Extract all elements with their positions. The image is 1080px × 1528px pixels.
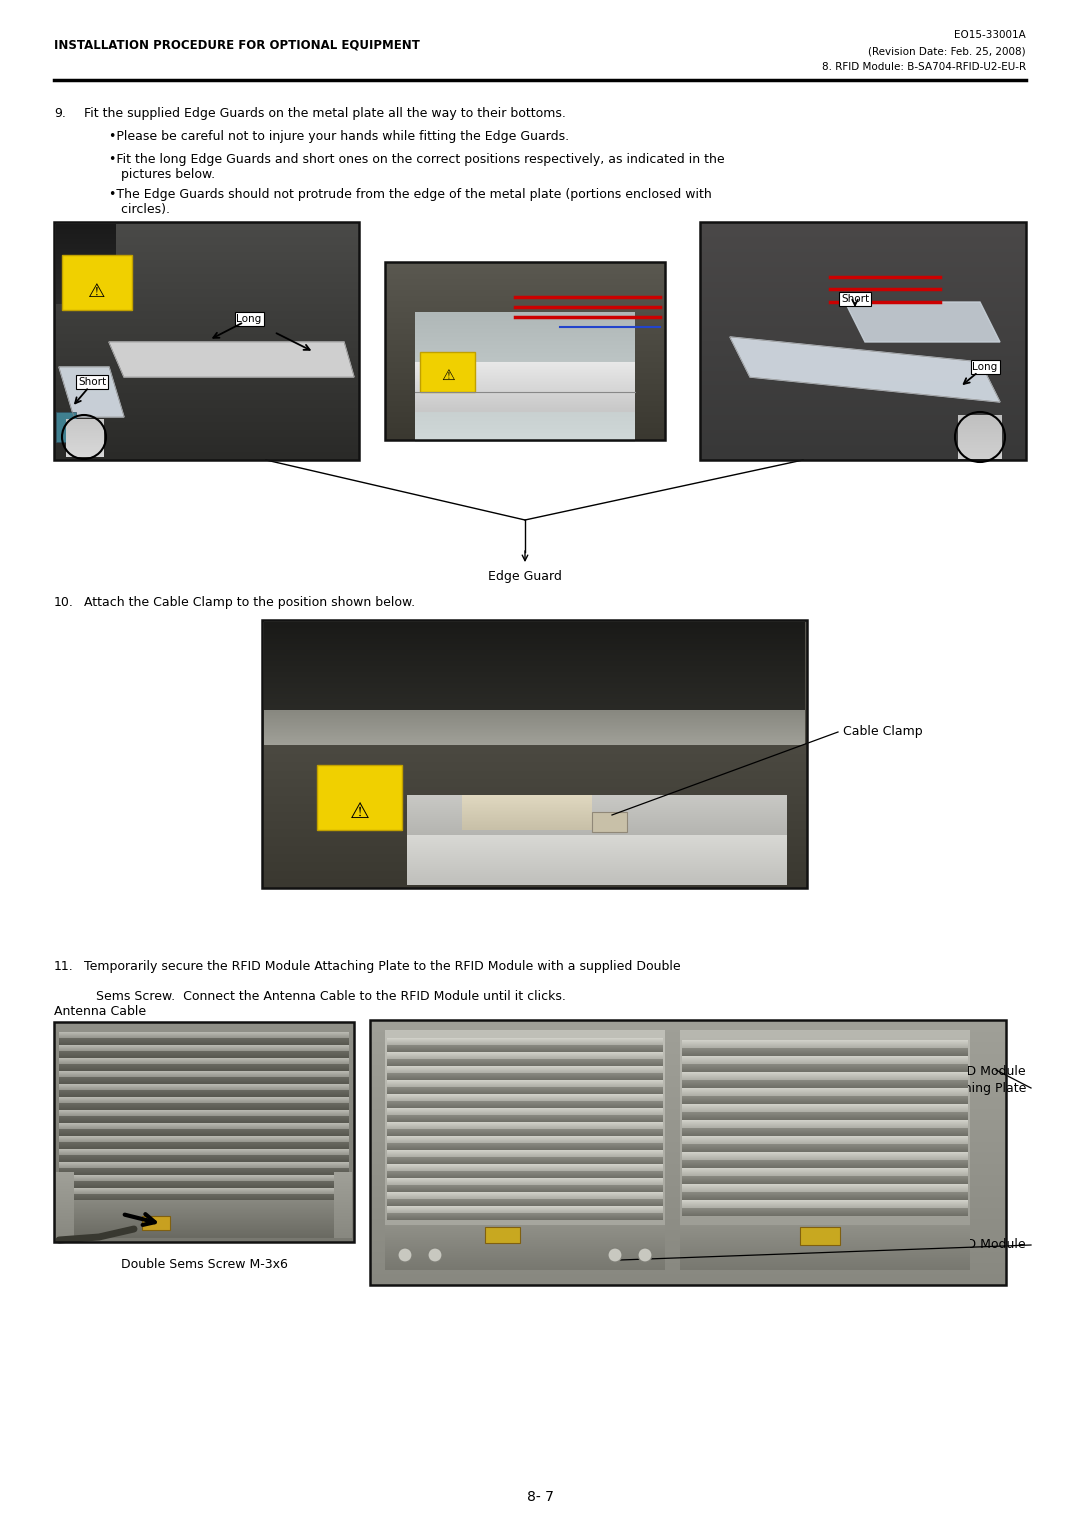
- Text: Long: Long: [237, 313, 261, 324]
- Text: Double Sems Screw M-3x6: Double Sems Screw M-3x6: [121, 1258, 287, 1271]
- Text: RFID Module: RFID Module: [947, 1239, 1026, 1251]
- Polygon shape: [59, 367, 124, 417]
- Polygon shape: [109, 342, 354, 377]
- Text: Antenna Cable: Antenna Cable: [54, 1005, 146, 1018]
- Bar: [141, 1216, 170, 1230]
- Text: 11.: 11.: [54, 960, 73, 973]
- Polygon shape: [845, 303, 1000, 342]
- Text: Long: Long: [972, 362, 998, 371]
- Bar: [420, 351, 475, 393]
- Text: ⚠: ⚠: [89, 283, 106, 301]
- Bar: [54, 1022, 354, 1242]
- Text: (Revision Date: Feb. 25, 2008): (Revision Date: Feb. 25, 2008): [868, 46, 1026, 57]
- Text: pictures below.: pictures below.: [109, 168, 215, 180]
- Bar: [384, 261, 665, 440]
- Text: 8. RFID Module: B-SA704-RFID-U2-EU-R: 8. RFID Module: B-SA704-RFID-U2-EU-R: [822, 63, 1026, 72]
- Text: Short: Short: [78, 377, 106, 387]
- Bar: [56, 413, 76, 442]
- Text: Edge Guard: Edge Guard: [488, 570, 562, 584]
- Text: 8- 7: 8- 7: [527, 1490, 553, 1504]
- Bar: [318, 766, 402, 830]
- Bar: [592, 811, 627, 833]
- Text: 10.: 10.: [54, 596, 73, 610]
- Bar: [800, 1227, 840, 1245]
- Text: Fit the supplied Edge Guards on the metal plate all the way to their bottoms.: Fit the supplied Edge Guards on the meta…: [84, 107, 566, 121]
- Text: RFID Module
Attaching Plate: RFID Module Attaching Plate: [931, 1065, 1026, 1096]
- Bar: [54, 222, 359, 460]
- Bar: [700, 222, 1026, 460]
- Text: circles).: circles).: [109, 203, 170, 215]
- Text: ⚠: ⚠: [442, 368, 455, 384]
- Circle shape: [638, 1248, 652, 1262]
- Text: •The Edge Guards should not protrude from the edge of the metal plate (portions : •The Edge Guards should not protrude fro…: [109, 188, 712, 202]
- Text: Sems Screw.  Connect the Antenna Cable to the RFID Module until it clicks.: Sems Screw. Connect the Antenna Cable to…: [84, 990, 566, 1002]
- Text: INSTALLATION PROCEDURE FOR OPTIONAL EQUIPMENT: INSTALLATION PROCEDURE FOR OPTIONAL EQUI…: [54, 38, 420, 50]
- Bar: [485, 1227, 519, 1242]
- Circle shape: [428, 1248, 442, 1262]
- Text: •Fit the long Edge Guards and short ones on the correct positions respectively, : •Fit the long Edge Guards and short ones…: [109, 153, 725, 167]
- Text: Cable Clamp: Cable Clamp: [843, 726, 922, 738]
- Polygon shape: [730, 338, 1000, 402]
- Bar: [262, 620, 807, 888]
- Bar: [370, 1021, 1005, 1285]
- Text: EO15-33001A: EO15-33001A: [955, 31, 1026, 40]
- Circle shape: [608, 1248, 622, 1262]
- Text: ⚠: ⚠: [350, 802, 370, 822]
- Text: Attach the Cable Clamp to the position shown below.: Attach the Cable Clamp to the position s…: [84, 596, 415, 610]
- Text: •Please be careful not to injure your hands while fitting the Edge Guards.: •Please be careful not to injure your ha…: [109, 130, 569, 144]
- Bar: [62, 255, 132, 310]
- Text: Short: Short: [841, 293, 869, 304]
- Circle shape: [399, 1248, 411, 1262]
- Text: 9.: 9.: [54, 107, 66, 121]
- Text: Temporarily secure the RFID Module Attaching Plate to the RFID Module with a sup: Temporarily secure the RFID Module Attac…: [84, 960, 680, 973]
